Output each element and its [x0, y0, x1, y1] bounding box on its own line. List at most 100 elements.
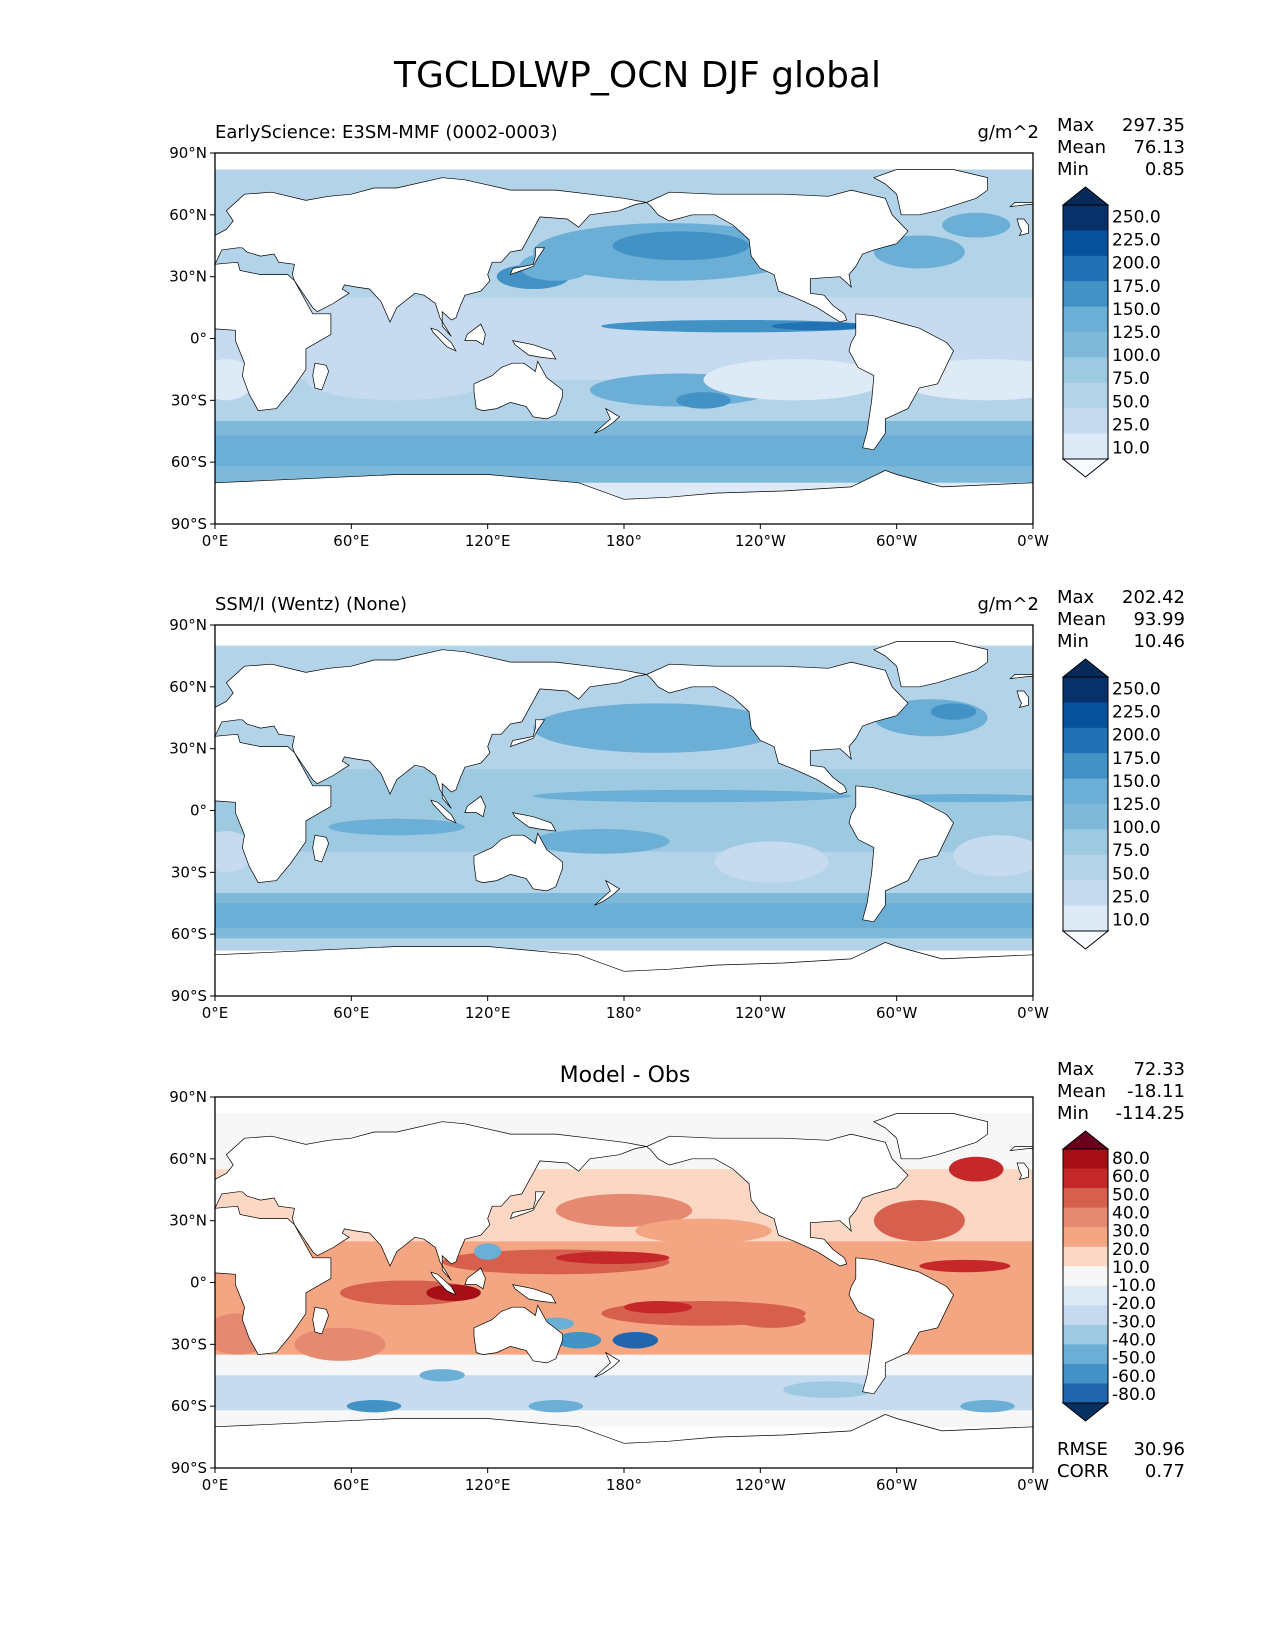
colorbar-segment [1063, 1207, 1108, 1228]
field-feature [328, 818, 465, 836]
coastline [215, 1121, 647, 1281]
y-tick-label: 30°N [169, 740, 207, 758]
field-feature [783, 1381, 874, 1398]
colorbar-segment [1063, 357, 1108, 384]
colorbar-segment [1063, 1266, 1108, 1287]
x-tick-label: 120°E [465, 1004, 511, 1022]
colorbar-tick-label: 200.0 [1112, 254, 1161, 274]
colorbar-segment [1063, 880, 1108, 907]
metric-label: CORR [1057, 1461, 1109, 1482]
field-feature [533, 789, 852, 803]
y-tick-label: 90°N [169, 144, 207, 162]
x-tick-label: 60°E [333, 532, 369, 550]
colorbar-extend-top [1061, 186, 1110, 206]
stat-value: -18.11 [1126, 1081, 1185, 1102]
land-masses [215, 641, 1033, 996]
figure-title: TGCLDLWP_OCN DJF global [394, 55, 881, 96]
colorbar-tick-label: 175.0 [1112, 277, 1161, 297]
colorbar-segment [1063, 1344, 1108, 1365]
coastline [464, 1267, 486, 1290]
field-feature [533, 829, 670, 854]
colorbar-tick-label: 250.0 [1112, 208, 1161, 228]
field-feature [919, 1259, 1011, 1273]
y-tick-label: 90°S [171, 1459, 207, 1477]
stat-label: Max [1057, 115, 1095, 136]
x-tick-label: 120°E [465, 532, 511, 550]
colorbar-segment [1063, 1168, 1108, 1189]
colorbar-segment [1063, 255, 1108, 282]
colorbar-tick-label: 10.0 [1112, 1258, 1150, 1278]
colorbar-tick-label: -30.0 [1112, 1312, 1156, 1332]
x-tick-label: 60°W [876, 1004, 918, 1022]
x-tick-label: 0°W [1017, 1004, 1049, 1022]
colorbar-segment [1063, 1149, 1108, 1170]
field-feature [555, 1193, 693, 1227]
y-tick-label: 60°S [171, 925, 207, 943]
coastline [430, 1271, 457, 1296]
map-plot: 0°E 60°E 120°E 180° 120°W 60°W 0°W 90°N 60°N 30°N… [169, 1088, 1156, 1494]
coastline [848, 1257, 954, 1395]
colorbar-tick-label: 25.0 [1112, 887, 1150, 907]
coastline [509, 719, 546, 748]
y-tick-label: 90°N [169, 1088, 207, 1106]
y-tick-label: 0° [190, 330, 207, 348]
colorbar-segment [1063, 382, 1108, 409]
metric-value: 0.77 [1144, 1461, 1185, 1482]
y-tick-label: 90°S [171, 987, 207, 1005]
x-tick-label: 60°W [876, 532, 918, 550]
colorbar-segment [1063, 1188, 1108, 1209]
colorbar-segment [1063, 727, 1108, 754]
field-feature [612, 1331, 659, 1349]
x-tick-label: 180° [606, 532, 642, 550]
colorbar-tick-label: 125.0 [1112, 795, 1161, 815]
x-tick-label: 120°W [735, 532, 786, 550]
colorbar-segment [1063, 306, 1108, 333]
coastline [464, 795, 486, 818]
x-tick-label: 0°W [1017, 1476, 1049, 1494]
colorbar-extend-bottom [1061, 1402, 1110, 1422]
stat-value: 297.35 [1122, 115, 1185, 136]
field-feature [346, 1399, 402, 1413]
colorbar-tick-label: 225.0 [1112, 703, 1161, 723]
field-feature [624, 1301, 693, 1314]
colorbar-segment [1063, 1383, 1108, 1404]
colorbar-tick-label: 75.0 [1112, 369, 1150, 389]
colorbar-extend-bottom [1061, 458, 1110, 478]
colorbar-segment [1063, 205, 1108, 231]
coastline [1016, 218, 1029, 236]
colorbar-segment [1063, 677, 1108, 703]
colorbar-tick-label: 60.0 [1112, 1167, 1150, 1187]
colorbar-segment [1063, 408, 1108, 435]
y-tick-label: 90°N [169, 616, 207, 634]
stats-block: Max 297.35 Mean 76.13 Min 0.85 [1057, 115, 1185, 181]
stat-value: 76.13 [1133, 137, 1185, 158]
field-feature [737, 1311, 806, 1328]
coastline [848, 313, 954, 451]
x-tick-label: 120°W [735, 1476, 786, 1494]
field-band [215, 1375, 1033, 1411]
colorbar-tick-label: 100.0 [1112, 346, 1161, 366]
field-feature [474, 1243, 502, 1260]
colorbar-tick-label: 40.0 [1112, 1204, 1150, 1224]
colorbar-segment [1063, 281, 1108, 308]
colorbar-segment [1063, 829, 1108, 856]
field-feature [635, 1218, 772, 1244]
coastline [1009, 1146, 1033, 1152]
colorbar-tick-label: 30.0 [1112, 1222, 1150, 1242]
panel-left-title: SSM/I (Wentz) (None) [215, 594, 407, 615]
x-tick-label: 180° [606, 1004, 642, 1022]
colorbar-tick-label: 10.0 [1112, 438, 1150, 458]
y-tick-label: 60°N [169, 1150, 207, 1168]
field-feature [953, 835, 1033, 877]
y-tick-label: 0° [190, 1274, 207, 1292]
coastline [215, 1414, 1033, 1468]
field-feature [771, 322, 863, 331]
colorbar-tick-label: 50.0 [1112, 864, 1150, 884]
coastline [509, 1191, 546, 1220]
colorbar-tick-label: 50.0 [1112, 1185, 1150, 1205]
colorbar-segment [1063, 230, 1108, 257]
stat-label: Min [1057, 631, 1089, 652]
coastline [512, 340, 557, 360]
y-tick-label: 30°S [171, 1335, 207, 1353]
colorbar-tick-label: 100.0 [1112, 818, 1161, 838]
